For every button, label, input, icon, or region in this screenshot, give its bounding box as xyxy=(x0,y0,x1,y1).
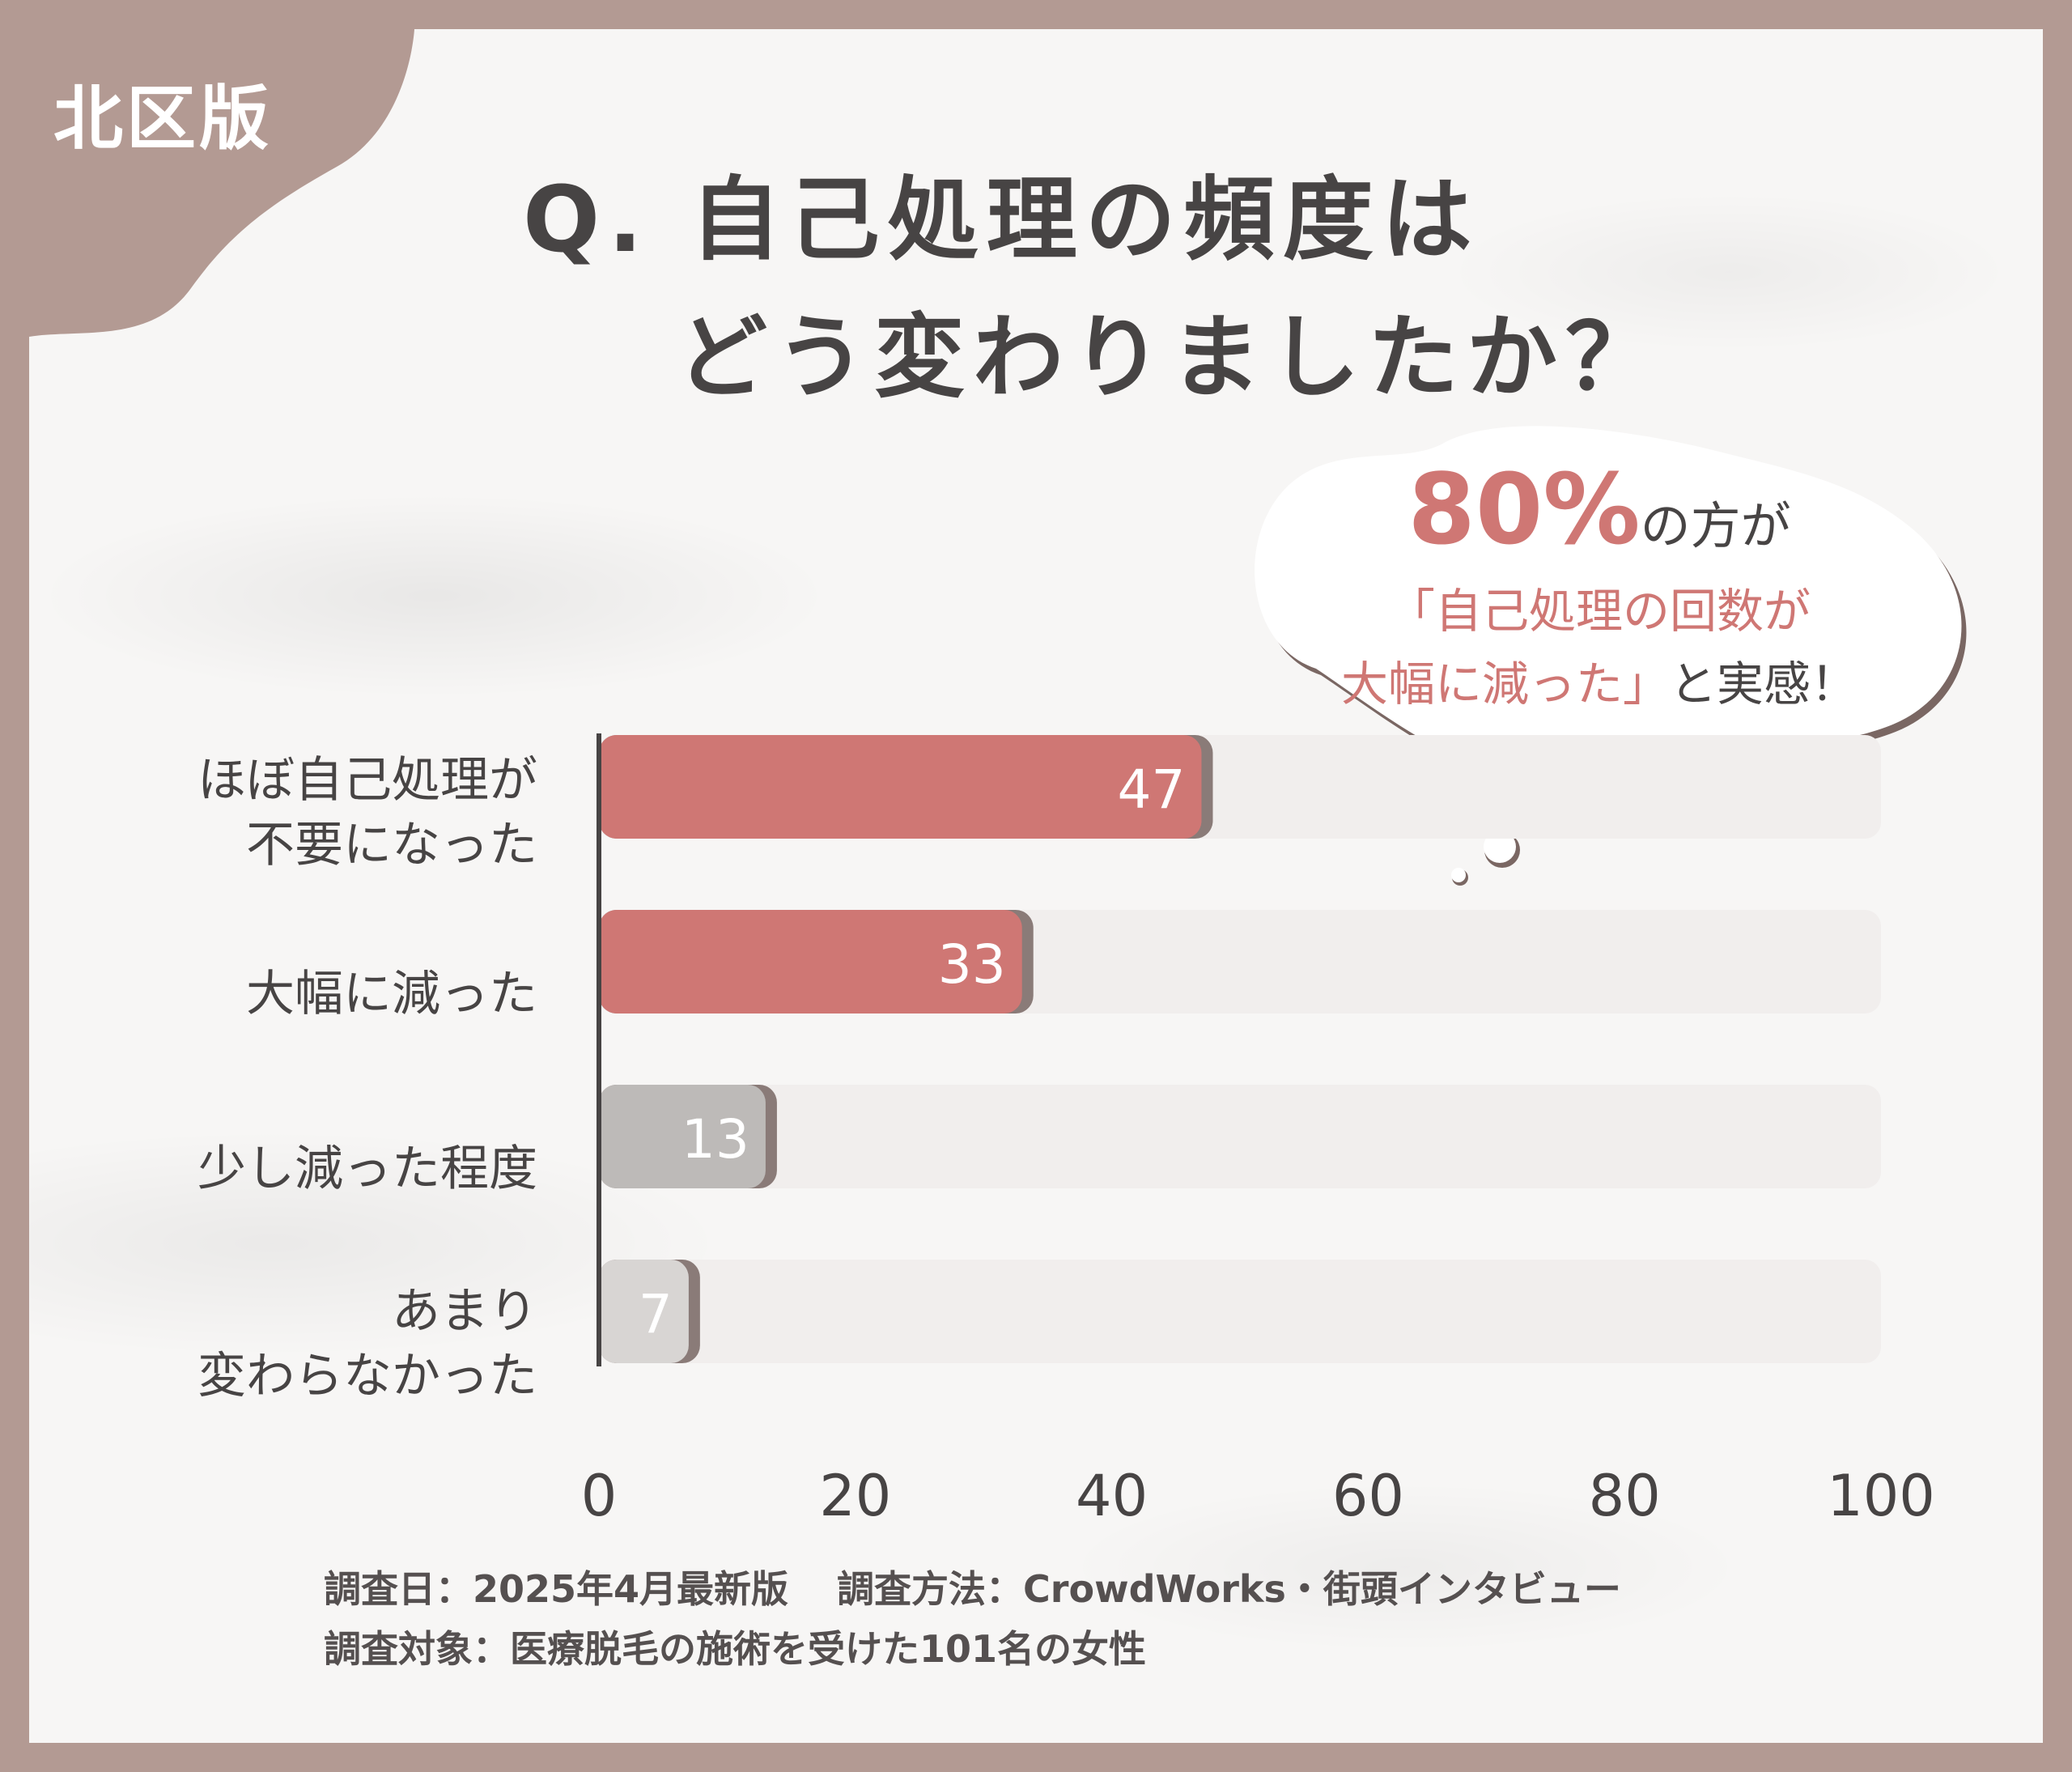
corner-decoration xyxy=(29,29,414,337)
x-tick-label: 40 xyxy=(1076,1463,1148,1529)
bar-value-label: 47 xyxy=(1117,759,1185,821)
bar-value-label: 33 xyxy=(938,933,1006,996)
question-title-line-1: Q. 自己処理の頻度は xyxy=(523,168,1480,273)
bar xyxy=(599,910,1022,1013)
bar-chart: 47 33 13 7 0 20 40 60 80 100 xyxy=(581,426,1967,1529)
x-tick-label: 100 xyxy=(1827,1463,1935,1529)
callout-highlight: 80% xyxy=(1408,454,1641,567)
category-label-2: 大幅に減った xyxy=(246,966,537,1022)
category-label-3: 少し減った程度 xyxy=(197,1141,537,1197)
callout-text: 80%の方が 「自己処理の回数が 大幅に減った」と実感！ xyxy=(1235,454,1964,714)
callout-quote-line-1: 「自己処理の回数が xyxy=(1387,584,1811,639)
bar-track xyxy=(599,1260,1881,1363)
callout-quote-line-2: 大幅に減った」と実感！ xyxy=(1235,646,1964,714)
callout-quote-pink: 大幅に減った」 xyxy=(1340,657,1670,712)
bar xyxy=(599,735,1202,839)
callout-lead: の方が xyxy=(1640,496,1791,555)
survey-date: 調査日：2025年4月最新版 xyxy=(324,1567,789,1611)
bar xyxy=(599,1260,689,1363)
x-tick-label: 80 xyxy=(1589,1463,1661,1529)
x-tick-label: 20 xyxy=(819,1463,891,1529)
infographic-card: 北区版 Q. 自己処理の頻度は どう変わりましたか？ 47 33 13 7 0 20 40… xyxy=(29,29,2043,1743)
speech-bubble xyxy=(1255,426,1967,886)
bar-value-label: 13 xyxy=(681,1108,749,1171)
bar-track xyxy=(599,1085,1881,1188)
x-tick-label: 60 xyxy=(1332,1463,1404,1529)
region-badge: 北区版 xyxy=(53,79,272,159)
callout-quote-dark: と実感！ xyxy=(1670,657,1858,712)
bar xyxy=(599,1085,766,1188)
category-label-4: あまり 変わらなかった xyxy=(197,1283,537,1404)
category-label-1: ほぼ自己処理が 不要になった xyxy=(197,752,537,873)
survey-target: 調査対象：医療脱毛の施術を受けた101名の女性 xyxy=(324,1627,1147,1671)
survey-footnotes: 調査日：2025年4月最新版 調査方法：CrowdWorks・街頭インタビュー 調… xyxy=(324,1559,1621,1679)
question-title-line-2: どう変わりましたか？ xyxy=(677,305,1664,410)
bar-value-label: 7 xyxy=(639,1283,673,1345)
x-tick-label: 0 xyxy=(581,1463,618,1529)
survey-method: 調査方法：CrowdWorks・街頭インタビュー xyxy=(837,1567,1621,1611)
